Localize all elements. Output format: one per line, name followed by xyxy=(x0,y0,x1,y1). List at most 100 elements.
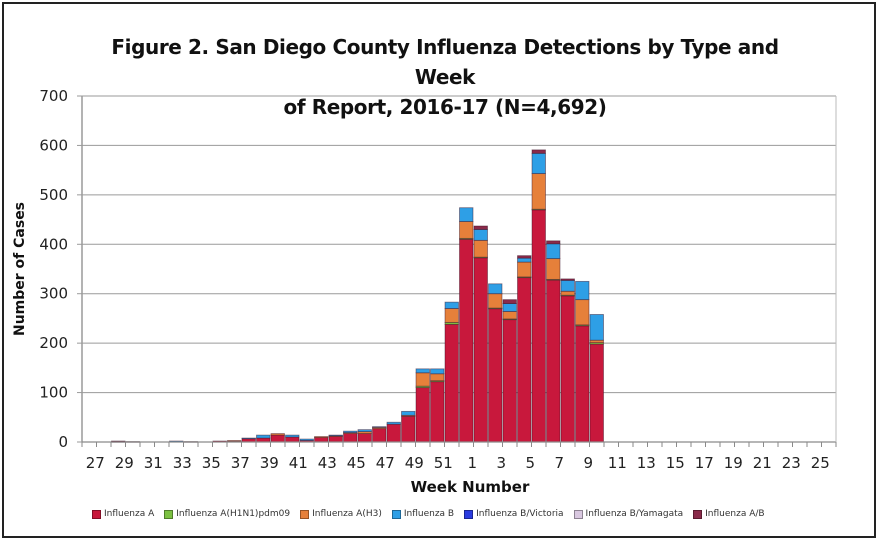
bar-segment-wk37-influenza-a-h3- xyxy=(227,440,242,442)
legend-label: Influenza B/Yamagata xyxy=(585,509,684,519)
x-tick-label: 21 xyxy=(753,454,772,472)
bar-segment-wk40-influenza-a-h3- xyxy=(270,433,285,436)
bar-segment-wk46-influenza-b xyxy=(357,429,372,433)
legend-label: Influenza A(H3) xyxy=(312,509,382,519)
x-tick-label: 33 xyxy=(173,454,192,472)
bar-segment-wk10-influenza-b xyxy=(589,314,604,341)
y-tick-label: 300 xyxy=(39,285,68,303)
bar-segment-wk5-influenza-a-h3- xyxy=(517,261,532,278)
x-tick-label: 41 xyxy=(289,454,308,472)
legend-item: Influenza B xyxy=(391,509,455,519)
bar-segment-wk47-influenza-a xyxy=(372,428,387,443)
axes xyxy=(81,96,837,447)
bar-segment-wk52-influenza-a xyxy=(444,323,459,443)
bar-segment-wk5-influenza-a xyxy=(517,277,532,443)
bar-segment-wk8-influenza-a-b xyxy=(560,278,575,281)
bar-segment-wk43-influenza-a xyxy=(314,437,329,443)
bar-segment-wk45-influenza-b xyxy=(343,430,358,434)
bar-segment-wk8-influenza-a-h3- xyxy=(560,290,575,296)
x-tick-label: 27 xyxy=(86,454,105,472)
bar-segment-wk51-influenza-a xyxy=(430,381,445,443)
bar-segment-wk43-influenza-a-h3- xyxy=(314,436,329,438)
x-tick-label: 7 xyxy=(554,454,564,472)
bar-segment-wk2-influenza-a-b xyxy=(473,225,488,230)
bar-segment-wk39-influenza-b xyxy=(256,434,271,439)
bar-segment-wk2-influenza-b xyxy=(473,229,488,241)
legend-item: Influenza B/Victoria xyxy=(464,509,564,519)
bar-segment-wk45-influenza-a xyxy=(343,433,358,443)
bar-segment-wk38-influenza-b xyxy=(241,437,256,440)
bar-segment-wk50-influenza-b xyxy=(415,368,430,374)
bar-segment-wk5-influenza-a-b xyxy=(517,255,532,259)
x-tick-label: 23 xyxy=(782,454,801,472)
bar-segment-wk7-influenza-a-b xyxy=(546,240,561,245)
bar-segment-wk42-influenza-b xyxy=(299,438,314,441)
x-tick-label: 25 xyxy=(811,454,830,472)
y-tick-label: 100 xyxy=(39,384,68,402)
x-tick-label: 31 xyxy=(144,454,163,472)
bar-segment-wk1-influenza-b xyxy=(459,207,474,222)
bar-segment-wk2-influenza-a xyxy=(473,257,488,443)
bar-segment-wk41-influenza-b xyxy=(285,434,300,438)
bar-segment-wk49-influenza-b xyxy=(401,410,416,416)
bar-segment-wk50-influenza-a xyxy=(415,387,430,443)
bar-segment-wk48-influenza-a xyxy=(386,423,401,443)
y-tick-labels: 0 100 200 300 400 500 600 700 xyxy=(39,87,68,451)
bar-segment-wk44-influenza-b xyxy=(328,434,343,437)
bar-segment-wk44-influenza-a xyxy=(328,436,343,443)
legend-item: Influenza A xyxy=(92,509,154,519)
bar-segment-wk41-influenza-a xyxy=(285,436,300,443)
legend-swatch xyxy=(464,509,474,519)
y-tick-label: 400 xyxy=(39,235,68,253)
bar-segment-wk6-influenza-a xyxy=(531,209,546,443)
legend-swatch xyxy=(573,509,583,519)
x-tick-label: 17 xyxy=(695,454,714,472)
x-tick-label: 3 xyxy=(496,454,506,472)
x-tick-label: 29 xyxy=(115,454,134,472)
bar-segment-wk51-influenza-a-h3- xyxy=(430,373,445,382)
legend-item: Influenza B/Yamagata xyxy=(573,509,684,519)
legend-swatch xyxy=(92,509,101,519)
legend-item: Influenza A/B xyxy=(693,509,765,519)
bar-segment-wk6-influenza-b xyxy=(531,152,546,175)
bar-segment-wk1-influenza-a-h3- xyxy=(459,221,474,239)
bar-segment-wk2-influenza-a-h3- xyxy=(473,239,488,258)
bars xyxy=(111,149,604,443)
x-tick-label: 19 xyxy=(724,454,743,472)
legend-swatch xyxy=(300,509,310,519)
legend: Influenza A Influenza A(H1N1)pdm09 Influen… xyxy=(92,509,852,519)
legend-label: Influenza B xyxy=(403,509,455,519)
legend-item: Influenza A(H3) xyxy=(300,509,382,519)
bar-segment-wk8-influenza-a xyxy=(560,295,575,443)
bar-segment-wk50-influenza-a-h3- xyxy=(415,372,430,387)
legend-label: Influenza A/B xyxy=(705,509,765,519)
chart-title-line-2: of Report, 2016-17 (N=4,692) xyxy=(283,95,607,119)
legend-item: Influenza A(H1N1)pdm09 xyxy=(164,509,290,519)
y-tick-label: 700 xyxy=(39,87,68,105)
legend-swatch xyxy=(391,509,401,519)
bar-segment-wk51-influenza-b xyxy=(430,368,445,375)
bar-segment-wk10-influenza-a xyxy=(589,343,604,443)
bar-segment-wk48-influenza-b xyxy=(386,421,401,425)
bar-segment-wk4-influenza-b xyxy=(502,303,517,312)
bar-segment-wk52-influenza-a-h3- xyxy=(444,308,459,323)
legend-label: Influenza A(H1N1)pdm09 xyxy=(176,509,291,519)
bar-segment-wk40-influenza-a xyxy=(270,434,285,443)
y-tick-label: 500 xyxy=(39,186,68,204)
bar-segment-wk3-influenza-b xyxy=(488,283,503,295)
legend-swatch xyxy=(693,509,703,519)
x-tick-label: 49 xyxy=(405,454,424,472)
y-tick-label: 600 xyxy=(39,136,68,154)
bar-segment-wk7-influenza-b xyxy=(546,243,561,260)
x-tick-labels: 27 29 31 33 35 37 39 41 43 45 47 49 51 1 3 5 7 9 11 13 15 17 1… xyxy=(86,454,830,472)
x-tick-label: 35 xyxy=(202,454,221,472)
gridlines xyxy=(77,95,836,443)
x-tick-label: 45 xyxy=(347,454,366,472)
y-axis-title: Number of Cases xyxy=(12,202,28,336)
x-tick-label: 47 xyxy=(376,454,395,472)
bar-segment-wk47-influenza-b xyxy=(372,426,387,428)
x-tick-label: 39 xyxy=(260,454,279,472)
bar-segment-wk5-influenza-b xyxy=(517,257,532,263)
x-tick-label: 51 xyxy=(434,454,453,472)
legend-label: Influenza A xyxy=(104,509,155,519)
